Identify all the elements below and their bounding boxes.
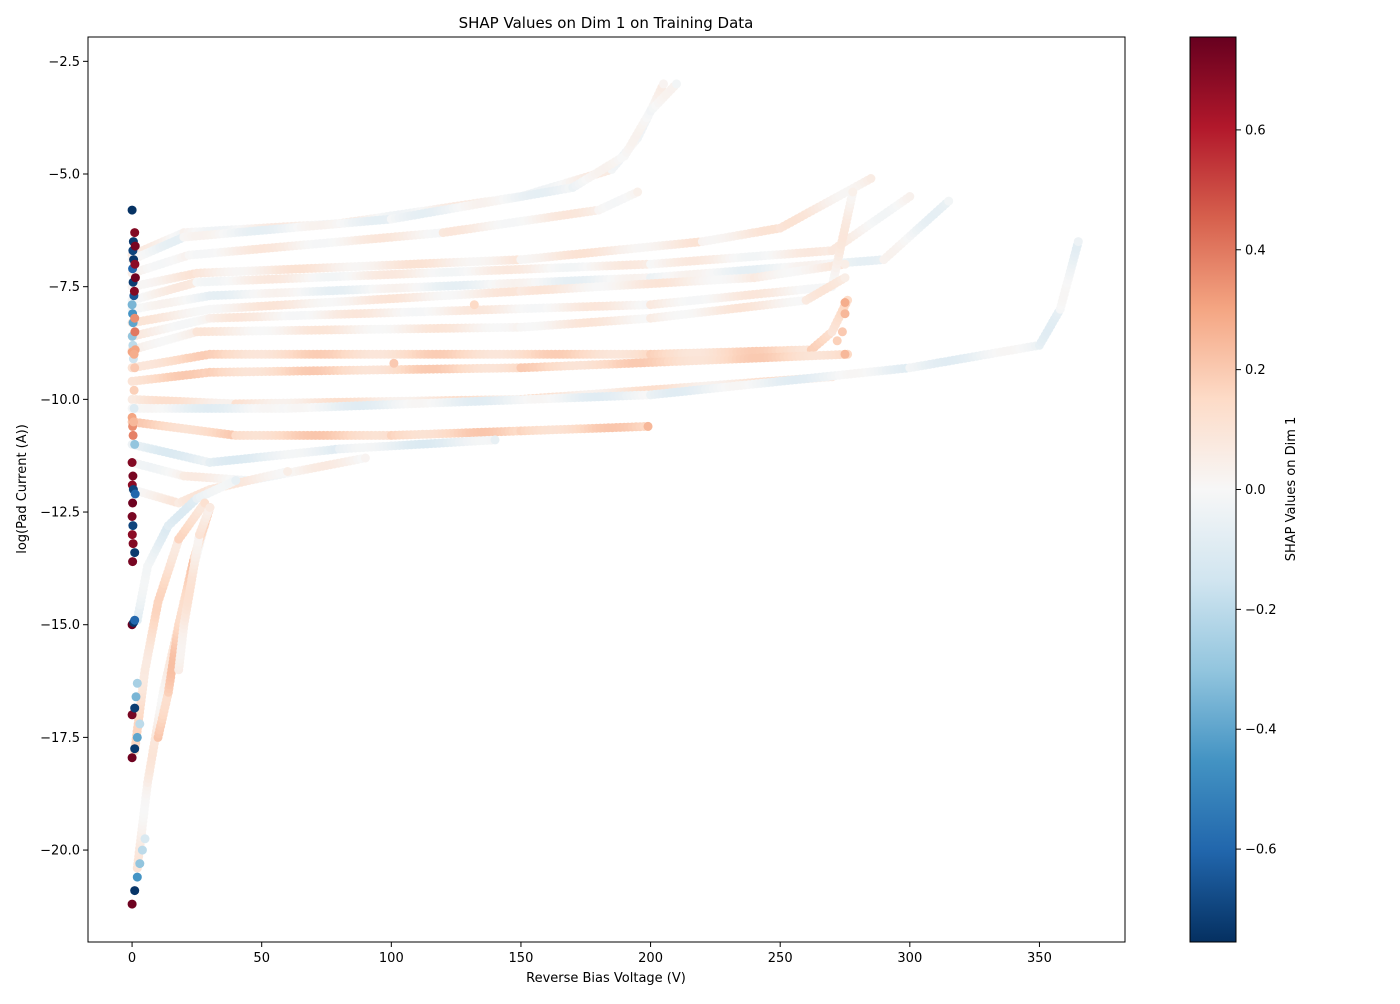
scatter-point [283,467,293,476]
y-tick-label: −17.5 [40,731,80,746]
y-axis: −2.5 −5.0 −7.5 −10.0 −12.5 −15.0 −17.5 −20.0 [40,55,88,859]
scatter-point [840,298,850,307]
x-tick-label: 100 [379,951,404,966]
scatter-point [135,719,145,729]
scatter-point [130,489,140,499]
scatter-point [128,557,138,567]
scatter-point [127,899,137,909]
y-tick-label: −5.0 [48,168,80,183]
colorbar-tick-label: 0.4 [1245,243,1266,258]
colorbar-tick-label: 0.6 [1245,123,1266,138]
y-tick-label: −20.0 [40,844,80,859]
scatter-point [130,615,140,625]
x-tick-label: 350 [1027,951,1052,966]
scatter-points [127,79,1083,909]
scatter-point [135,859,145,869]
scatter-point [128,521,138,531]
scatter-point [848,187,858,197]
plot-frame [87,36,1126,943]
x-tick-label: 200 [638,951,663,966]
scatter-point [840,259,850,269]
scatter-point [127,530,137,540]
scatter-point [130,363,140,373]
scatter-point [905,192,915,201]
x-tick-label: 50 [253,951,270,966]
scatter-point [837,327,847,337]
scatter-point [130,313,140,323]
scatter-point [490,435,500,445]
scatter-point [132,872,142,882]
scatter-point [140,834,150,844]
x-tick-label: 300 [897,951,922,966]
scatter-point [1073,237,1083,247]
scatter-point [205,503,215,512]
scatter-point [840,349,850,359]
scatter-point [130,241,140,251]
chart-title: SHAP Values on Dim 1 on Training Data [459,14,754,32]
y-tick-label: −2.5 [48,55,80,70]
scatter-point [128,498,138,508]
colorbar-tick-label: 0.0 [1245,483,1266,498]
colorbar-tick-label: 0.2 [1245,363,1266,378]
x-tick-label: 150 [509,951,534,966]
scatter-point [866,174,876,183]
scatter-point [128,430,138,440]
x-tick-label: 0 [128,951,136,966]
y-tick-label: −12.5 [40,506,80,521]
colorbar-label: SHAP Values on Dim 1 [1284,417,1299,562]
scatter-point [129,286,139,296]
scatter-point [944,196,954,206]
scatter-point [360,453,370,463]
scatter-point [132,678,142,688]
scatter-point [840,309,850,319]
scatter-point [130,273,140,283]
scatter-point [130,228,140,238]
y-tick-label: −7.5 [48,280,80,295]
scatter-point [137,845,147,855]
scatter-point [132,732,142,742]
scatter-point [129,403,139,413]
scatter-point [130,327,140,337]
colorbar-tick-label: −0.2 [1245,603,1277,618]
scatter-point [127,458,137,467]
colorbar [1189,36,1237,943]
colorbar-tick-label: −0.4 [1245,723,1277,738]
colorbar-axis: 0.6 0.4 0.2 0.0 −0.2 −0.4 −0.6 [1236,123,1277,858]
y-axis-label: log(Pad Current (A)) [15,424,30,554]
scatter-point [633,187,643,197]
scatter-point [659,79,668,89]
scatter-point [127,300,137,310]
scatter-point [129,417,139,427]
colorbar-tick-label: −0.6 [1245,843,1277,858]
scatter-point [840,273,850,283]
scatter-point [129,349,139,359]
scatter-point [130,886,140,896]
scatter-point [672,79,681,89]
scatter-point [130,703,140,713]
scatter-point [469,300,479,310]
scatter-point [128,471,138,481]
x-axis-label: Reverse Bias Voltage (V) [526,971,686,986]
scatter-point [130,744,140,754]
scatter-point [389,358,399,368]
scatter-point [130,548,140,558]
scatter-point [127,753,137,763]
scatter-point [127,205,137,215]
scatter-point [127,512,137,521]
y-tick-label: −10.0 [40,393,80,408]
scatter-point [131,692,141,702]
scatter-point [231,476,241,485]
scatter-point [128,539,138,549]
scatter-point [832,336,842,346]
scatter-point [130,259,140,269]
y-tick-label: −15.0 [40,618,80,633]
x-axis: 0 50 100 150 200 250 300 350 [128,942,1052,966]
scatter-point [643,421,653,431]
scatter-point [129,385,139,395]
scatter-point [130,439,140,449]
x-tick-label: 250 [768,951,793,966]
